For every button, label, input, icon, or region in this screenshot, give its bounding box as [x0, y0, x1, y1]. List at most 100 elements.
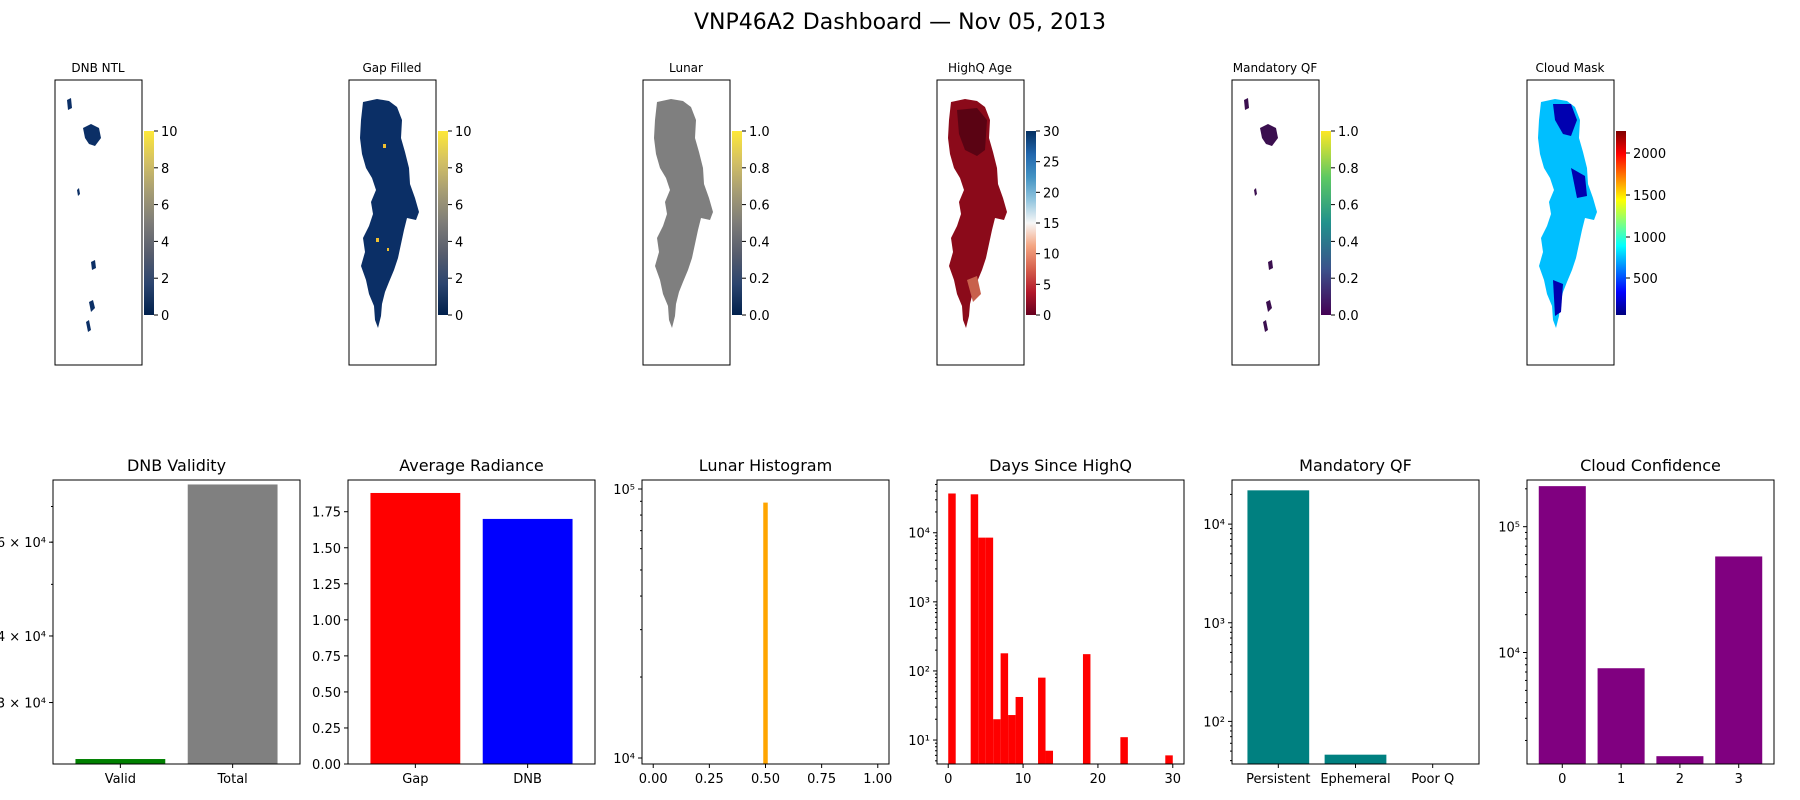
- x-tick-label: DNB: [513, 772, 542, 787]
- map-landmass: [360, 99, 419, 328]
- map-title: DNB NTL: [71, 61, 125, 75]
- colorbar: [1026, 131, 1036, 315]
- map-region-overlay: [957, 108, 987, 156]
- x-tick-label: Persistent: [1246, 772, 1310, 787]
- bar: [1656, 756, 1704, 764]
- bar: [763, 502, 768, 764]
- colorbar-tick-label: 500: [1633, 272, 1658, 287]
- bar: [1082, 654, 1091, 764]
- chart-title: Days Since HighQ: [989, 456, 1132, 475]
- x-tick-label: 1.00: [863, 772, 892, 787]
- bar: [1715, 556, 1763, 764]
- colorbar-tick-label: 0.4: [1338, 235, 1359, 250]
- map-panel: Mandatory QF 0.0 0.2 0.4 0.6 0.8 1.0: [1231, 61, 1359, 366]
- map-title: Mandatory QF: [1233, 61, 1318, 75]
- x-tick-label: 20: [1090, 772, 1107, 787]
- chart-frame: [641, 479, 890, 765]
- chart-frame: [1231, 479, 1480, 765]
- x-tick-label: 3: [1735, 772, 1743, 787]
- map-title: HighQ Age: [948, 61, 1012, 75]
- map-panel: HighQ Age 0 5 10 15 20 25 30: [936, 61, 1060, 366]
- colorbar-tick-label: 1500: [1633, 189, 1666, 204]
- x-tick-label: 0.00: [639, 772, 668, 787]
- y-tick-label: 10¹: [908, 734, 930, 749]
- map-region-overlay: [967, 276, 981, 302]
- y-tick-label: 10³: [1203, 617, 1225, 632]
- bar: [370, 492, 461, 764]
- colorbar-tick-label: 6: [455, 199, 463, 214]
- map-bright-pixel: [376, 238, 379, 242]
- chart-panel: Average Radiance Gap DNB 0.00 0.25 0.50 0.75 1.…: [312, 456, 596, 787]
- colorbar-tick-label: 0.8: [1338, 162, 1359, 177]
- y-tick-label: 10⁴: [613, 752, 635, 767]
- map-panel: Cloud Mask 500 1000 1500 2000: [1526, 61, 1666, 366]
- map-panel: Lunar 0.0 0.2 0.4 0.6 0.8 1.0: [642, 61, 770, 366]
- colorbar-tick-label: 8: [455, 162, 463, 177]
- x-tick-label: Ephemeral: [1320, 772, 1390, 787]
- map-panel: DNB NTL 0 2 4 6 8 10: [54, 61, 178, 366]
- bar: [1597, 668, 1645, 764]
- colorbar-tick-label: 0.0: [749, 309, 770, 324]
- map-title: Cloud Mask: [1536, 61, 1605, 75]
- map-landmass: [948, 99, 1007, 328]
- x-tick-label: 1: [1617, 772, 1625, 787]
- bar: [948, 493, 956, 764]
- y-tick-label: 1.75: [312, 506, 341, 521]
- y-tick-label: 0.25: [312, 722, 341, 737]
- map-landmass: [1538, 99, 1597, 328]
- colorbar-tick-label: 0: [455, 309, 463, 324]
- x-tick-label: 0.25: [695, 772, 724, 787]
- colorbar: [438, 131, 448, 315]
- colorbar-tick-label: 0.4: [749, 235, 770, 250]
- chart-frame: [52, 479, 301, 765]
- colorbar-tick-label: 15: [1043, 217, 1060, 232]
- colorbar-tick-label: 5: [1043, 278, 1051, 293]
- y-tick-label: 1.50: [312, 542, 341, 557]
- y-tick-label: 10²: [1203, 715, 1225, 730]
- colorbar-tick-label: 0.6: [1338, 199, 1359, 214]
- bar: [75, 759, 166, 764]
- x-tick-label: Poor Q: [1411, 772, 1454, 787]
- y-tick-label: 10⁵: [1498, 521, 1520, 536]
- colorbar-tick-label: 10: [161, 125, 178, 140]
- x-tick-label: 0.75: [807, 772, 836, 787]
- colorbar-tick-label: 30: [1043, 125, 1060, 140]
- chart-title: DNB Validity: [127, 456, 226, 475]
- y-tick-label: 10⁴: [908, 527, 930, 542]
- colorbar: [144, 131, 154, 315]
- map-bright-pixel: [387, 248, 389, 251]
- colorbar: [1321, 131, 1331, 315]
- bar: [1538, 486, 1586, 764]
- colorbar-tick-label: 1.0: [749, 125, 770, 140]
- bar: [1000, 653, 1009, 764]
- y-tick-label: 0.00: [312, 758, 341, 773]
- chart-title: Cloud Confidence: [1580, 456, 1721, 475]
- y-tick-label: 1.25: [312, 578, 341, 593]
- chart-panel: Days Since HighQ 0 10 20 30 10¹ 10² 10³ 10⁴: [908, 456, 1185, 787]
- y-tick-label: 0.75: [312, 650, 341, 665]
- bar: [985, 537, 994, 764]
- bar: [1008, 715, 1016, 764]
- colorbar-tick-label: 10: [455, 125, 472, 140]
- x-tick-label: 30: [1164, 772, 1181, 787]
- x-tick-label: 10: [1015, 772, 1032, 787]
- colorbar-tick-label: 0.2: [749, 272, 770, 287]
- colorbar-tick-label: 0: [161, 309, 169, 324]
- colorbar-tick-label: 2: [161, 272, 169, 287]
- y-tick-label: 6 × 10⁴: [0, 536, 46, 551]
- map-frame: [1231, 79, 1320, 366]
- x-tick-label: Valid: [105, 772, 136, 787]
- chart-frame: [936, 479, 1185, 765]
- colorbar: [732, 131, 742, 315]
- chart-title: Lunar Histogram: [699, 456, 832, 475]
- bar: [482, 518, 573, 764]
- colorbar-tick-label: 1.0: [1338, 125, 1359, 140]
- map-landmass: [654, 99, 713, 328]
- y-tick-label: 4 × 10⁴: [0, 630, 46, 645]
- chart-panel: Cloud Confidence 0 1 2 3 10⁴ 10⁵: [1498, 456, 1775, 787]
- x-tick-label: Gap: [402, 772, 428, 787]
- x-tick-label: 2: [1676, 772, 1684, 787]
- colorbar-tick-label: 6: [161, 199, 169, 214]
- map-region-overlay: [1553, 280, 1563, 316]
